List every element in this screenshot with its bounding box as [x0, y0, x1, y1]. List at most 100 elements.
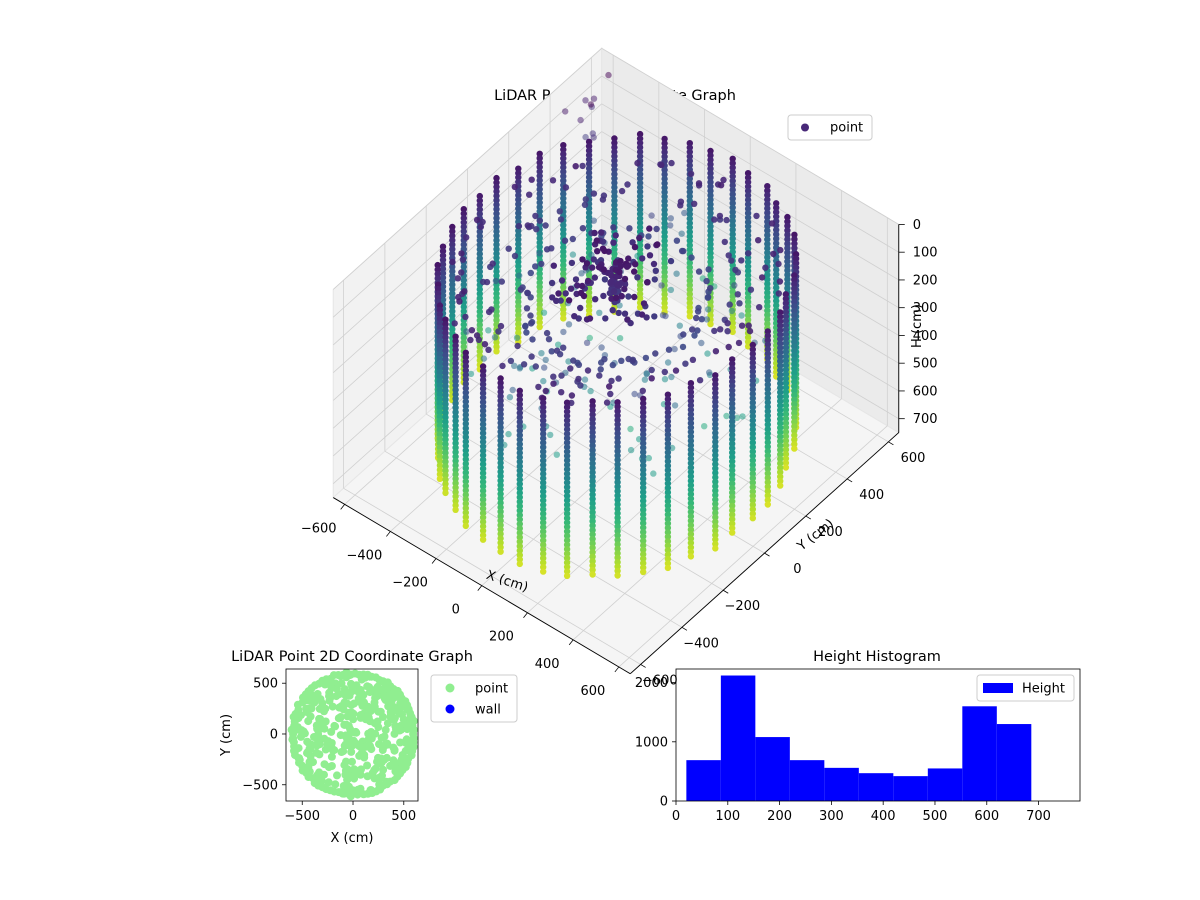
3d-point — [764, 280, 771, 288]
3d-point — [462, 398, 469, 405]
3d-point — [782, 442, 790, 449]
3d-point — [462, 394, 469, 401]
3d-point — [791, 343, 798, 350]
3d-point — [462, 478, 469, 485]
3d-point — [462, 487, 469, 494]
3d-point — [764, 381, 771, 388]
3d-point — [436, 453, 444, 460]
3d-point — [548, 279, 556, 287]
3d-point — [611, 162, 618, 169]
3d-point — [589, 513, 596, 520]
3d-point — [497, 419, 504, 427]
3d-point — [773, 302, 780, 309]
3d-point — [460, 241, 467, 248]
3d-point — [517, 286, 524, 293]
3d-point — [542, 387, 549, 395]
3d-point — [729, 520, 736, 527]
2d-point — [380, 755, 388, 764]
3d-point — [638, 311, 646, 318]
3d-point — [462, 313, 469, 321]
3d-point — [442, 383, 449, 390]
3d-point — [784, 258, 791, 265]
3d-point — [533, 226, 540, 233]
3d-point — [791, 240, 798, 247]
2d-point — [345, 691, 354, 700]
3d-point — [707, 320, 714, 328]
3d-point — [449, 241, 456, 248]
3d-point — [744, 201, 752, 208]
3d-point — [723, 216, 730, 224]
2d-point — [389, 743, 398, 752]
3d-point — [577, 382, 584, 389]
3d-point — [497, 539, 504, 546]
3d-point — [640, 484, 647, 491]
3d-point — [460, 277, 467, 284]
3d-point — [728, 257, 735, 264]
3d-point — [664, 422, 672, 429]
3d-point — [712, 376, 719, 383]
3d-point — [640, 560, 647, 567]
histogram-x-tick-label: 400 — [871, 809, 896, 824]
3d-point — [687, 468, 695, 476]
3d-point — [476, 272, 483, 280]
3d-point — [442, 405, 449, 412]
3d-point — [712, 443, 719, 450]
3d-point — [686, 211, 693, 218]
3d-point — [476, 343, 483, 351]
3d-point — [452, 488, 459, 496]
3d-point — [729, 409, 736, 416]
3d-point — [712, 460, 719, 468]
2d-point — [381, 740, 390, 749]
3d-point — [516, 543, 523, 550]
3d-point — [764, 443, 771, 450]
2d-point — [343, 699, 352, 708]
3d-point — [522, 323, 529, 330]
y-tick-mark — [805, 515, 812, 520]
3d-point — [452, 475, 459, 482]
3d-legend-marker-point — [801, 123, 809, 132]
3d-point — [707, 232, 714, 239]
3d-point — [462, 522, 469, 530]
2d-point — [356, 685, 365, 694]
3d-point — [560, 190, 567, 198]
3d-point — [624, 181, 631, 188]
3d-point — [686, 268, 693, 276]
3d-point — [661, 149, 668, 156]
3d-point — [563, 483, 571, 491]
3d-point — [636, 241, 644, 249]
3d-point — [571, 313, 578, 320]
3d-point — [749, 444, 756, 451]
3d-point — [498, 278, 505, 285]
3d-point — [707, 258, 714, 266]
3d-point — [540, 404, 547, 411]
3d-point — [687, 380, 695, 387]
3d-point — [493, 250, 500, 257]
3d-point — [509, 386, 516, 394]
histogram-y-tick-label: 1000 — [635, 735, 668, 750]
3d-point — [476, 206, 483, 213]
histogram-bar — [755, 737, 790, 801]
3d-point — [462, 385, 469, 392]
3d-point — [689, 356, 697, 363]
3d-point — [762, 264, 769, 271]
3d-point — [661, 140, 668, 147]
3d-point — [764, 350, 771, 357]
3d-point — [703, 316, 711, 323]
3d-point — [563, 479, 571, 486]
3d-point — [749, 368, 756, 375]
3d-point — [485, 327, 492, 334]
3d-point — [589, 526, 596, 534]
2d-point — [343, 775, 352, 784]
3d-point — [449, 299, 456, 306]
2d-point — [356, 698, 365, 706]
3d-point — [648, 366, 655, 374]
3d-point — [764, 294, 771, 301]
3d-point — [764, 249, 771, 256]
3d-point — [611, 170, 618, 178]
3d-point — [434, 261, 441, 269]
3d-point — [524, 222, 531, 229]
3d-point — [636, 264, 644, 271]
3d-point — [516, 405, 523, 412]
3d-point — [791, 236, 798, 243]
3d-point — [434, 290, 442, 297]
